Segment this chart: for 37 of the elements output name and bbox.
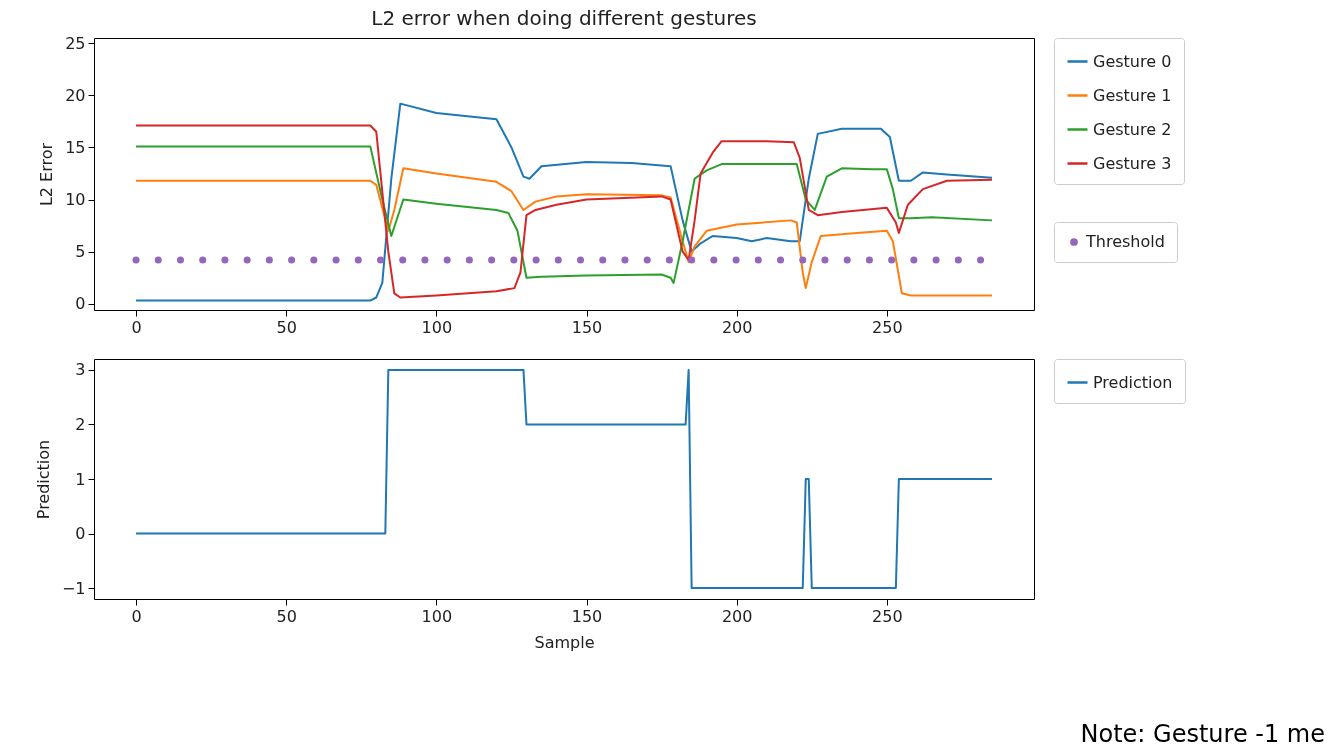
x-tick-label: 150 xyxy=(571,317,603,337)
y-tick-label: 25 xyxy=(65,33,86,53)
y-tick-label: 15 xyxy=(65,137,86,157)
x-tick-label: 150 xyxy=(571,606,603,626)
x-tick-label: 50 xyxy=(276,317,297,337)
y-tick-label: 1 xyxy=(75,469,86,489)
y-tick-label: −1 xyxy=(61,578,86,598)
chart-title: L2 error when doing different gestures xyxy=(371,6,757,31)
x-tick-label: 250 xyxy=(872,317,903,337)
legend-label: Threshold xyxy=(1085,232,1165,251)
y-tick-label: 0 xyxy=(75,524,86,544)
legend-label: Gesture 1 xyxy=(1093,85,1172,105)
x-tick-label: 200 xyxy=(721,317,753,337)
x-tick-label: 100 xyxy=(421,606,453,626)
legend-label: Prediction xyxy=(1093,372,1173,392)
legend-label: Gesture 0 xyxy=(1093,51,1172,71)
y-tick-label: 10 xyxy=(65,190,86,210)
x-tick-label: 0 xyxy=(131,606,142,626)
x-axis-title: Sample xyxy=(534,632,595,652)
x-tick-label: 0 xyxy=(131,317,142,337)
text: Note: Gesture -1 me xyxy=(1080,720,1325,748)
legend-label: Gesture 3 xyxy=(1093,153,1172,173)
x-tick-label: 100 xyxy=(421,317,453,337)
legend-label: Gesture 2 xyxy=(1093,119,1172,139)
y-tick-label: 0 xyxy=(75,294,86,314)
x-tick-label: 250 xyxy=(872,606,903,626)
y-tick-label: 5 xyxy=(75,242,86,262)
line-series xyxy=(135,145,993,284)
x-tick-label: 200 xyxy=(721,606,753,626)
y-tick-label: 2 xyxy=(75,414,86,434)
x-tick-label: 50 xyxy=(276,606,297,626)
y-tick-label: 3 xyxy=(75,360,86,380)
y-axis-title: L2 Error xyxy=(37,142,57,207)
line-series xyxy=(135,167,993,297)
line-series xyxy=(135,368,993,590)
y-tick-label: 20 xyxy=(65,85,86,105)
y-axis-title: Prediction xyxy=(33,439,53,520)
